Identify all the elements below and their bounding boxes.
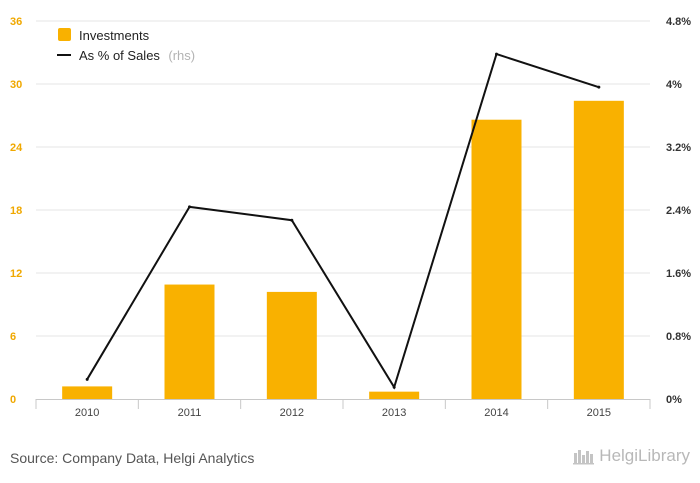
bar-series-investments: [62, 100, 624, 400]
line-point[interactable]: [392, 385, 396, 389]
x-tick-label: 2015: [587, 407, 611, 419]
legend-item-investments[interactable]: Investments: [58, 28, 150, 43]
legend[interactable]: Investments As % of Sales (rhs): [57, 28, 195, 64]
bar-investments[interactable]: [266, 291, 317, 399]
legend-swatch-investments: [58, 28, 71, 41]
line-point[interactable]: [85, 377, 89, 381]
right-tick-label: 3.2%: [666, 142, 691, 154]
line-point[interactable]: [290, 218, 294, 222]
line-point[interactable]: [597, 85, 601, 89]
legend-series-note: (rhs): [168, 48, 195, 63]
left-tick-label: 0: [10, 394, 16, 406]
combo-chart: 0 6 12 18 24 30 36 0% 0.8% 1.6% 2.4% 3.2% 4% 4.8% 20…: [10, 16, 691, 419]
logo-text: HelgiLibrary: [599, 446, 690, 465]
bar-investments[interactable]: [164, 284, 215, 399]
right-tick-label: 0.8%: [666, 331, 691, 343]
right-tick-label: 1.6%: [666, 268, 691, 280]
left-tick-label: 18: [10, 205, 22, 217]
line-point[interactable]: [495, 52, 498, 56]
left-axis: 0 6 12 18 24 30 36: [10, 16, 23, 406]
left-tick-label: 12: [10, 268, 22, 280]
x-axis: 2010 2011 2012 2013 2014 2015: [35, 399, 651, 419]
right-tick-label: 4.8%: [666, 16, 691, 28]
bar-investments[interactable]: [471, 119, 522, 399]
left-tick-label: 36: [10, 16, 22, 28]
line-series-share-of-sales: [85, 52, 601, 390]
x-tick-label: 2013: [382, 407, 406, 419]
right-tick-label: 4%: [666, 79, 682, 91]
left-tick-label: 24: [10, 142, 23, 154]
right-tick-label: 2.4%: [666, 205, 691, 217]
x-tick-label: 2012: [280, 407, 304, 419]
left-tick-label: 30: [10, 79, 22, 91]
source-note: Source: Company Data, Helgi Analytics: [10, 450, 255, 466]
grid-lines: [36, 20, 650, 337]
legend-series-name: As % of Sales: [79, 48, 160, 63]
legend-label-share-of-sales: As % of Sales (rhs): [79, 47, 195, 64]
library-icon: [573, 450, 595, 465]
x-tick-label: 2011: [178, 407, 202, 419]
legend-item-share-of-sales[interactable]: As % of Sales (rhs): [57, 47, 195, 64]
x-tick-label: 2010: [75, 407, 99, 419]
bar-investments[interactable]: [369, 391, 420, 399]
helgi-library-logo[interactable]: HelgiLibrary: [573, 446, 690, 466]
line-share-of-sales[interactable]: [86, 52, 600, 390]
x-tick-label: 2014: [484, 407, 508, 419]
right-tick-label: 0%: [666, 394, 682, 406]
legend-label-investments: Investments: [79, 28, 150, 43]
right-axis: 0% 0.8% 1.6% 2.4% 3.2% 4% 4.8%: [666, 16, 691, 406]
bar-investments[interactable]: [573, 100, 624, 400]
bar-investments[interactable]: [62, 386, 113, 399]
left-tick-label: 6: [10, 331, 16, 343]
line-point[interactable]: [188, 205, 191, 209]
